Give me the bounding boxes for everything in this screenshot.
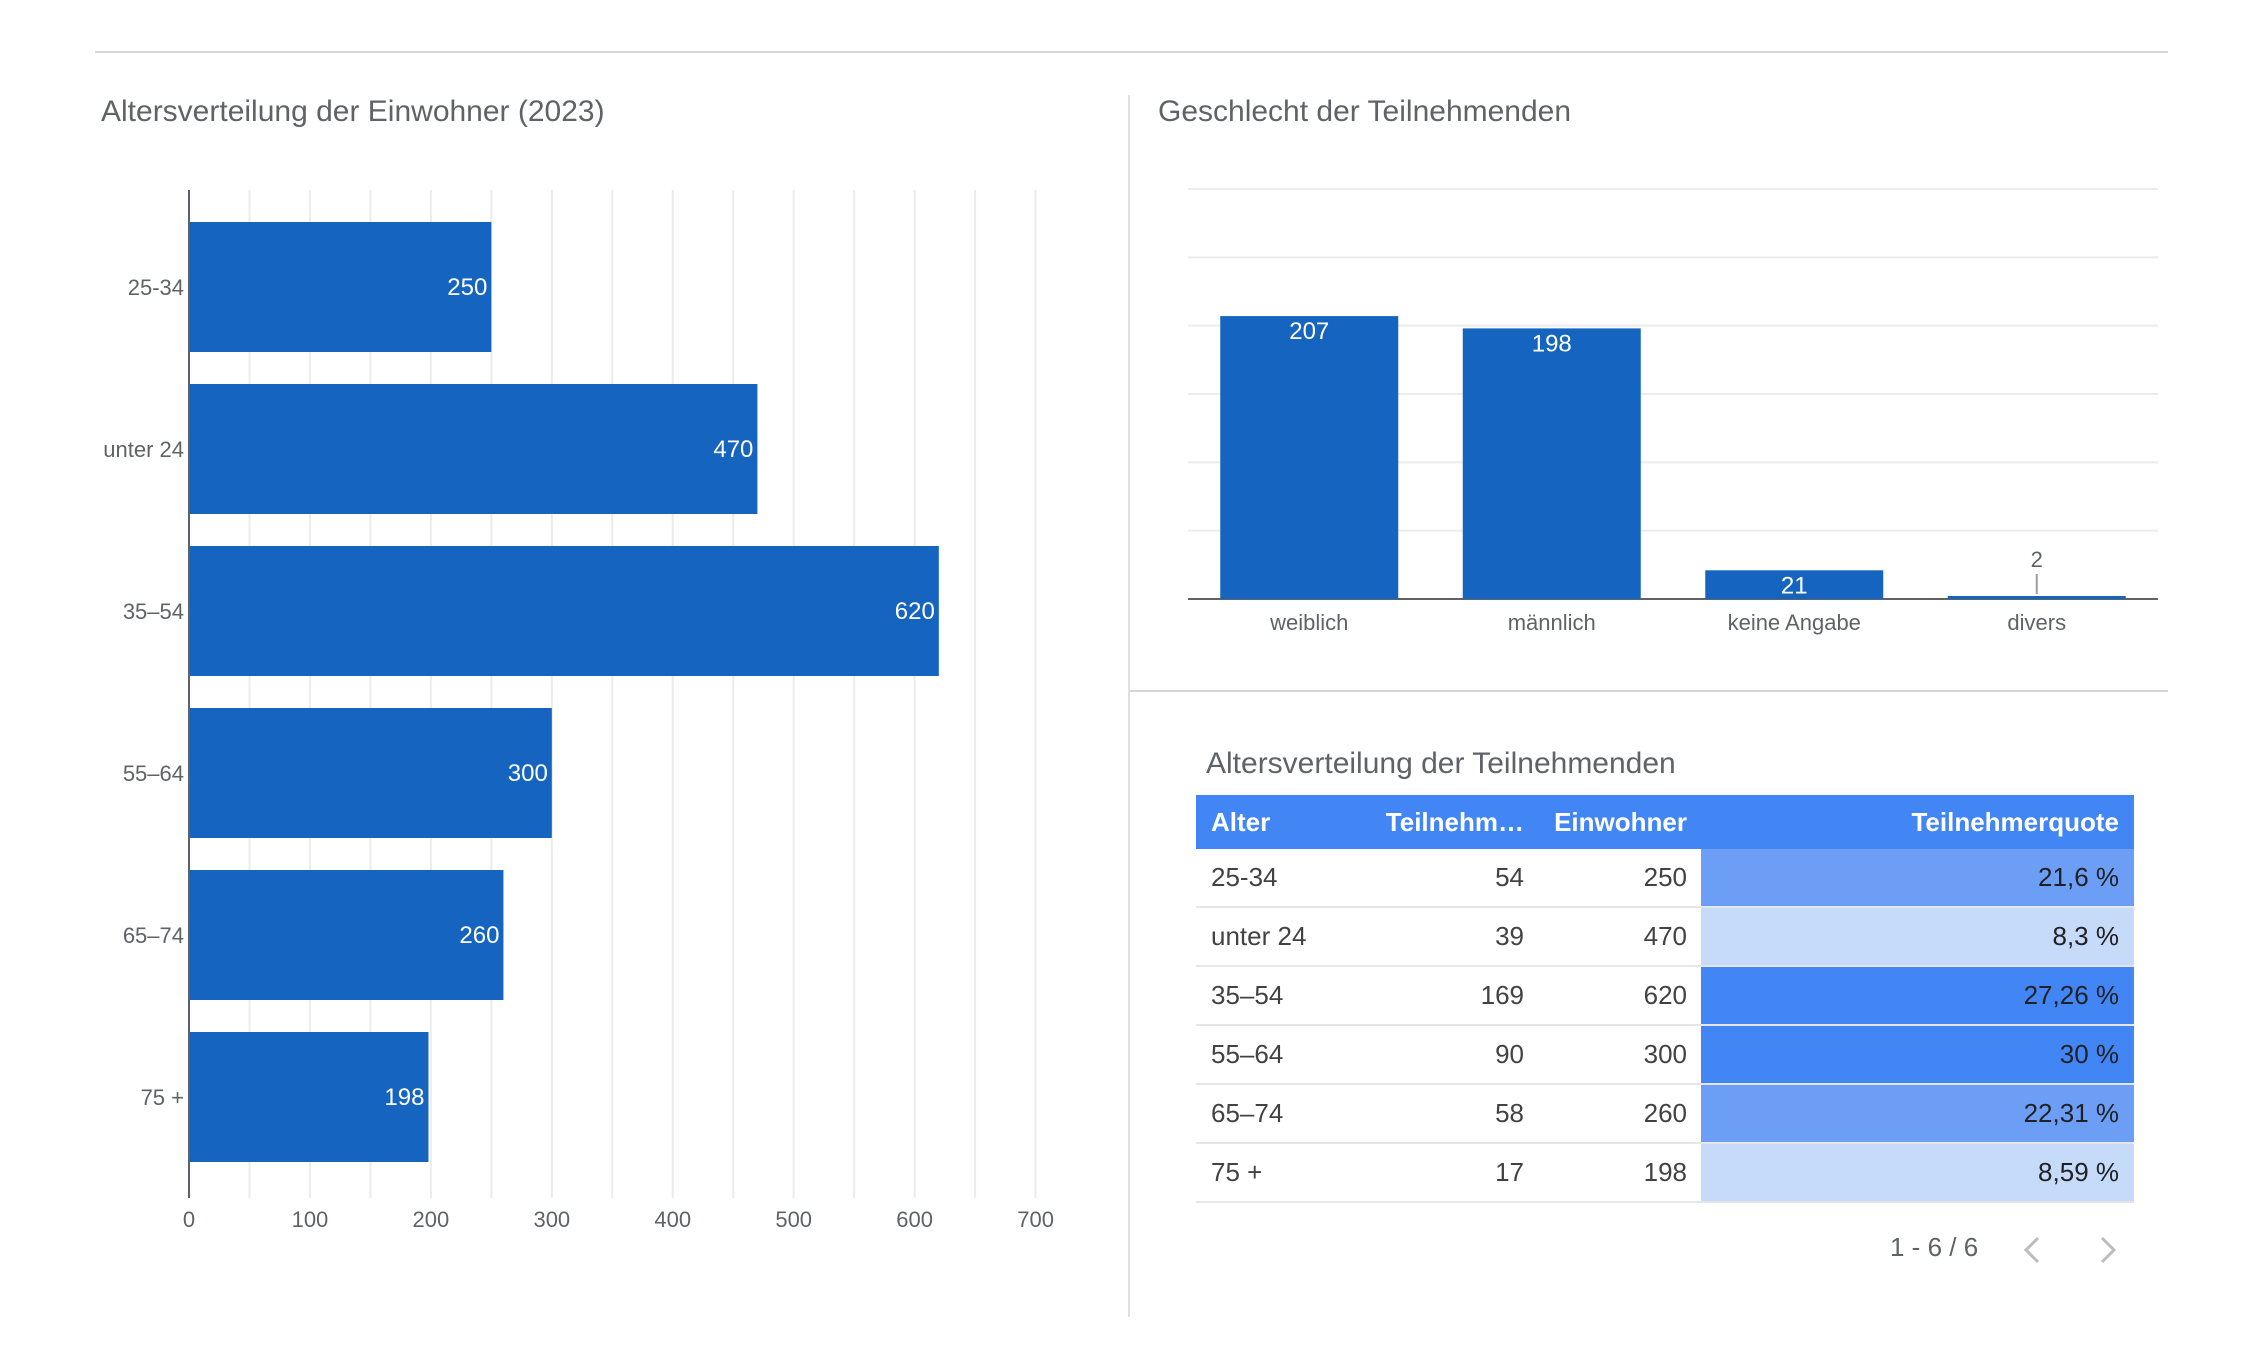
cell-teilnehmende: 17: [1495, 1157, 1524, 1187]
x-tick-label: 300: [533, 1207, 570, 1232]
bar: [1947, 596, 2126, 599]
x-tick-label: 200: [413, 1207, 450, 1232]
column-header-einwohner[interactable]: Einwohner: [1554, 806, 1687, 837]
bar: [189, 546, 939, 676]
population-age-bar-chart: 250 25-34 470 unter 24 620 35–54 300 55–64 260 65…: [103, 190, 1054, 1232]
horizontal-divider: [1130, 690, 2168, 692]
x-tick-label: 600: [896, 1207, 933, 1232]
bar-data-label: 260: [459, 922, 499, 949]
bar: [189, 222, 492, 352]
category-label: 25-34: [128, 275, 184, 300]
cell-teilnehmende: 90: [1495, 1039, 1524, 1069]
cell-einwohner: 620: [1643, 980, 1687, 1010]
participants-age-table: Alter Teilnehm… Einwohner Teilnehmerquot…: [1196, 795, 2134, 1203]
cell-alter: 75 +: [1211, 1157, 1263, 1187]
pagination-text: 1 - 6 / 6: [1890, 1232, 1979, 1262]
cell-alter: 65–74: [1211, 1098, 1284, 1128]
cell-einwohner: 198: [1643, 1157, 1687, 1187]
population-chart-title: Altersverteilung der Einwohner (2023): [101, 95, 605, 128]
bar: [1705, 570, 1884, 599]
category-label: männlich: [1508, 610, 1596, 635]
bar-data-label: 620: [895, 598, 935, 625]
bar-data-label: 300: [508, 760, 548, 787]
cell-teilnehmerquote: 21,6 %: [1701, 849, 2134, 906]
cell-teilnehmerquote: 22,31 %: [1701, 1085, 2134, 1142]
x-tick-label: 700: [1017, 1207, 1054, 1232]
cell-teilnehmende: 54: [1495, 862, 1524, 892]
bar: [1220, 316, 1399, 599]
column-header-alter[interactable]: Alter: [1211, 806, 1271, 837]
bar: [189, 708, 552, 838]
bar-data-label: 470: [713, 436, 753, 463]
cell-alter: 55–64: [1211, 1039, 1284, 1069]
column-header-teilnehmende[interactable]: Teilnehm…: [1385, 806, 1524, 837]
cell-einwohner: 250: [1643, 862, 1687, 892]
cell-teilnehmende: 39: [1495, 921, 1524, 951]
table-row[interactable]: unter 24 39 470 8,3 %: [1196, 908, 2134, 967]
cell-teilnehmerquote: 30 %: [1701, 1026, 2134, 1083]
vertical-divider: [1128, 95, 1130, 1317]
x-tick-label: 500: [775, 1207, 812, 1232]
cell-alter: 25-34: [1211, 862, 1278, 892]
x-tick-label: 400: [654, 1207, 691, 1232]
next-page-button[interactable]: [2092, 1234, 2122, 1266]
cell-einwohner: 470: [1643, 921, 1687, 951]
previous-page-button[interactable]: [2018, 1234, 2048, 1266]
cell-alter: 35–54: [1211, 980, 1284, 1010]
cell-einwohner: 300: [1643, 1039, 1687, 1069]
gender-bar-chart: 207 weiblich 198 männlich 21 keine Angabe 2 div…: [1188, 187, 2158, 635]
bar-data-label: 250: [447, 274, 487, 301]
table-row[interactable]: 65–74 58 260 22,31 %: [1196, 1085, 2134, 1144]
category-label: 65–74: [123, 923, 184, 948]
chevron-right-icon: [2100, 1236, 2117, 1264]
top-divider: [95, 51, 2168, 53]
category-label: 35–54: [123, 599, 184, 624]
bar-data-label: 198: [384, 1084, 424, 1111]
table-row[interactable]: 25-34 54 250 21,6 %: [1196, 849, 2134, 908]
cell-alter: unter 24: [1211, 921, 1307, 951]
bar: [189, 1032, 429, 1162]
cell-einwohner: 260: [1643, 1098, 1687, 1128]
category-label: weiblich: [1269, 610, 1348, 635]
table-row[interactable]: 35–54 169 620 27,26 %: [1196, 967, 2134, 1026]
bar: [189, 870, 504, 1000]
table-header: Alter Teilnehm… Einwohner Teilnehmerquot…: [1196, 795, 2134, 849]
table-row[interactable]: 55–64 90 300 30 %: [1196, 1026, 2134, 1085]
gender-chart-title: Geschlecht der Teilnehmenden: [1158, 95, 1572, 128]
bar-data-label: 2: [2031, 547, 2043, 572]
category-label: keine Angabe: [1728, 610, 1861, 635]
category-label: 55–64: [123, 761, 184, 786]
table-body: 25-34 54 250 21,6 % unter 24 39 470 8,3 % 35–54 1…: [1196, 849, 2134, 1203]
chevron-left-icon: [2023, 1236, 2040, 1264]
bar: [189, 384, 758, 514]
participants-table-title: Altersverteilung der Teilnehmenden: [1206, 747, 1676, 780]
bar: [1462, 328, 1641, 599]
cell-teilnehmende: 58: [1495, 1098, 1524, 1128]
x-tick-label: 0: [183, 1207, 195, 1232]
bar-data-label: 21: [1781, 572, 1808, 599]
category-label: unter 24: [103, 437, 184, 462]
table-row[interactable]: 75 + 17 198 8,59 %: [1196, 1144, 2134, 1203]
cell-teilnehmende: 169: [1480, 980, 1524, 1010]
category-label: divers: [2007, 610, 2066, 635]
cell-teilnehmerquote: 8,59 %: [1701, 1144, 2134, 1201]
bar-data-label: 207: [1289, 318, 1329, 345]
cell-teilnehmerquote: 8,3 %: [1701, 908, 2134, 965]
column-header-teilnehmerquote[interactable]: Teilnehmerquote: [1911, 806, 2119, 837]
bar-data-label: 198: [1532, 330, 1572, 357]
category-label: 75 +: [141, 1085, 184, 1110]
x-tick-label: 100: [292, 1207, 329, 1232]
cell-teilnehmerquote: 27,26 %: [1701, 967, 2134, 1024]
